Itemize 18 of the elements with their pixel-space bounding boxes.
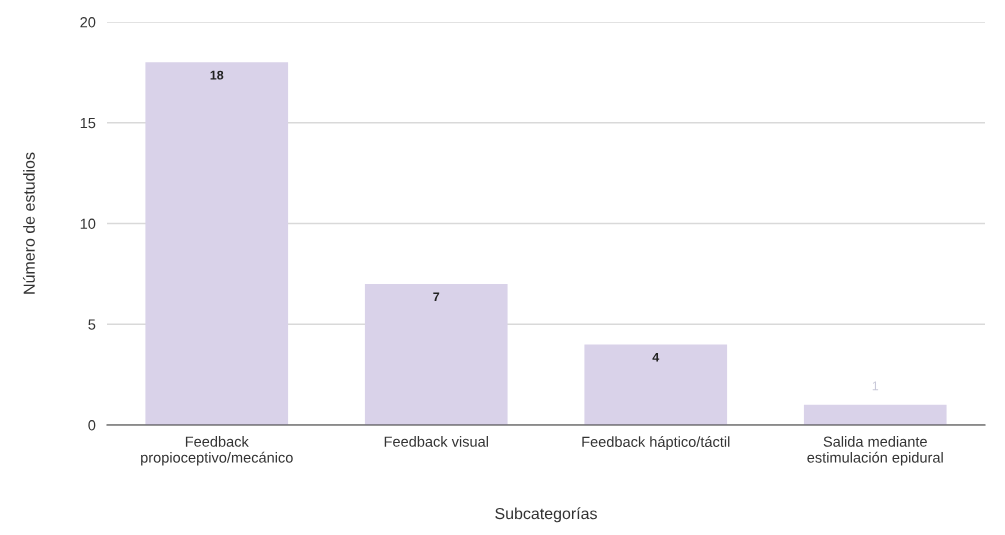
data-label: 7 <box>433 292 440 302</box>
bar <box>364 283 508 425</box>
bar <box>803 404 947 425</box>
x-tick-label: Feedback propioceptivo/mecánico <box>141 436 293 466</box>
data-label: 18 <box>210 70 224 80</box>
bar <box>145 62 289 425</box>
bar <box>584 344 728 425</box>
y-tick-label: 0 <box>88 420 96 431</box>
y-tick-label: 15 <box>80 118 96 129</box>
y-tick-label: 10 <box>80 218 96 229</box>
y-tick-label: 20 <box>80 17 96 28</box>
y-tick-label: 5 <box>88 319 96 330</box>
x-tick-label: Feedback visual <box>384 436 488 447</box>
y-axis-title: Número de estudios <box>22 152 35 294</box>
x-tick-label: Feedback háptico/táctil <box>582 436 730 450</box>
x-axis-title: Subcategorías <box>495 507 597 523</box>
x-tick-label: Salida mediante estimulación epidural <box>807 436 943 466</box>
data-label: 4 <box>652 352 660 362</box>
